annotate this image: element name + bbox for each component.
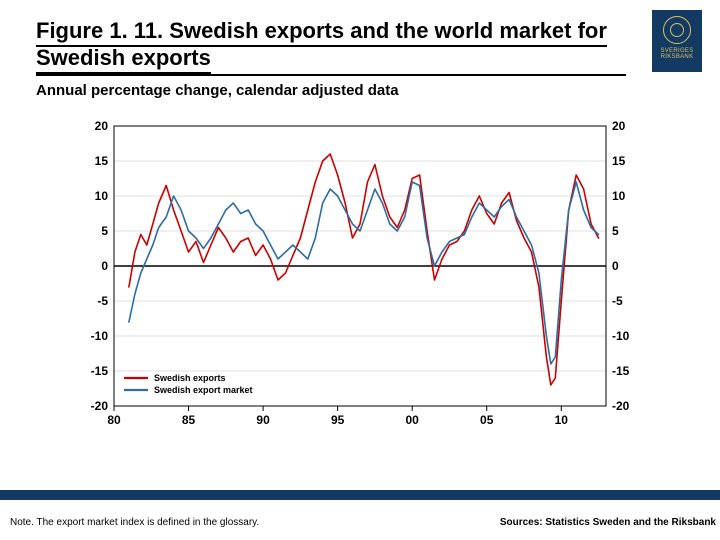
svg-text:5: 5 (612, 224, 619, 238)
riksbank-logo: SVERIGES RIKSBANK (652, 10, 702, 72)
slide: Figure 1. 11. Swedish exports and the wo… (0, 0, 720, 540)
svg-text:-10: -10 (91, 329, 109, 343)
svg-text:10: 10 (555, 413, 569, 427)
svg-text:5: 5 (101, 224, 108, 238)
svg-text:-10: -10 (612, 329, 630, 343)
svg-text:-5: -5 (612, 294, 623, 308)
sources-label: Sources: Statistics Sweden and the Riksb… (500, 517, 716, 528)
svg-text:05: 05 (480, 413, 494, 427)
title-block: Figure 1. 11. Swedish exports and the wo… (36, 18, 626, 99)
line-chart: -20-15-10-505101520-20-15-10-50510152080… (80, 118, 640, 448)
svg-text:-15: -15 (612, 364, 630, 378)
svg-text:10: 10 (612, 189, 626, 203)
svg-text:Swedish export market: Swedish export market (154, 385, 253, 395)
svg-text:10: 10 (95, 189, 109, 203)
logo-text-bottom: RIKSBANK (652, 54, 702, 60)
svg-text:-20: -20 (91, 399, 109, 413)
footnote: Note. The export market index is defined… (10, 517, 259, 528)
svg-text:20: 20 (612, 119, 626, 133)
svg-text:-5: -5 (97, 294, 108, 308)
svg-text:95: 95 (331, 413, 345, 427)
figure-title: Figure 1. 11. Swedish exports and the wo… (36, 18, 607, 74)
svg-text:85: 85 (182, 413, 196, 427)
svg-text:Swedish exports: Swedish exports (154, 373, 226, 383)
svg-text:0: 0 (101, 259, 108, 273)
chart-container: -20-15-10-505101520-20-15-10-50510152080… (80, 118, 640, 448)
svg-text:15: 15 (95, 154, 109, 168)
svg-text:15: 15 (612, 154, 626, 168)
svg-text:90: 90 (256, 413, 270, 427)
footer-rule (0, 490, 720, 500)
svg-text:-20: -20 (612, 399, 630, 413)
svg-text:0: 0 (612, 259, 619, 273)
svg-text:00: 00 (406, 413, 420, 427)
figure-subtitle: Annual percentage change, calendar adjus… (36, 82, 626, 99)
figure-title-wrap: Figure 1. 11. Swedish exports and the wo… (36, 18, 626, 76)
svg-text:20: 20 (95, 119, 109, 133)
crest-icon (663, 16, 691, 44)
svg-text:80: 80 (107, 413, 121, 427)
svg-text:-15: -15 (91, 364, 109, 378)
